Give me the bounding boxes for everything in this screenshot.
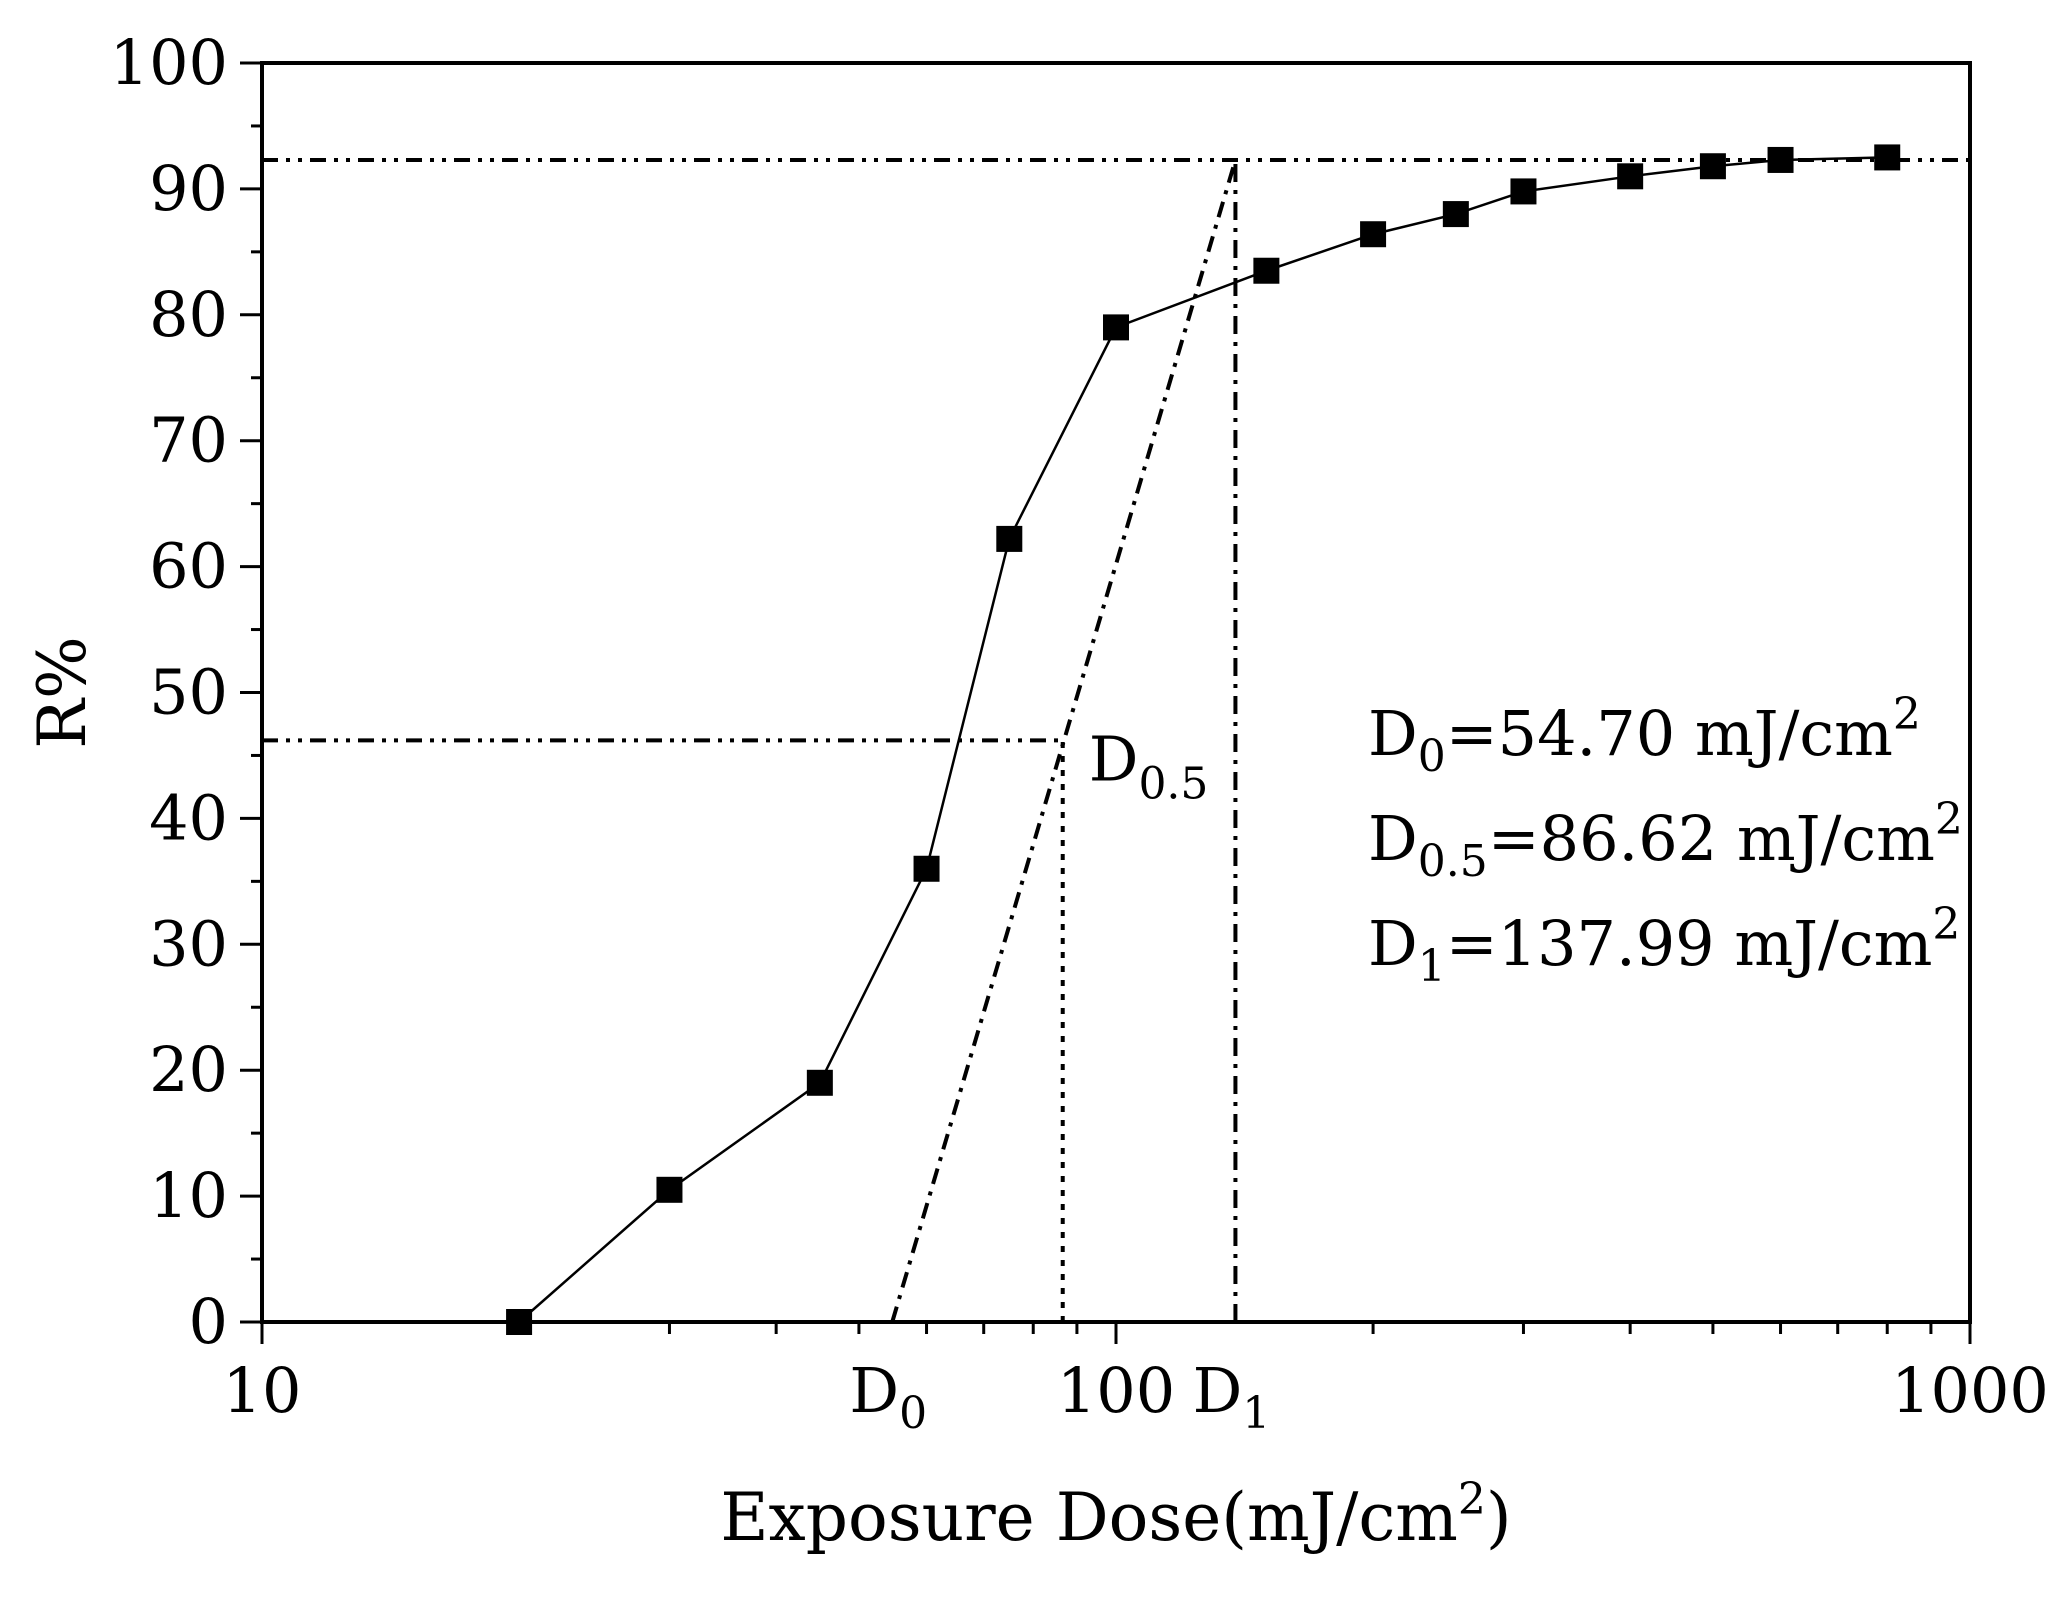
axis-marker-sub: 0: [899, 1388, 927, 1439]
annotation-line: D0.5=86.62 mJ/cm2: [1368, 794, 1963, 887]
x-tick-label: 1000: [1891, 1354, 2049, 1427]
x-tick-label: 10: [223, 1354, 302, 1427]
annotation-line: D0=54.70 mJ/cm2: [1368, 689, 1921, 782]
data-point: [1874, 144, 1901, 171]
x-axis-title-tail: ): [1486, 1479, 1512, 1556]
point-annotation: D0.5: [1089, 722, 1209, 809]
plot-frame: [260, 61, 1972, 1324]
data-point: [1767, 146, 1794, 173]
y-axis-title: R%: [24, 636, 101, 748]
axis-marker-base: D: [1193, 1354, 1243, 1427]
data-point: [506, 1309, 533, 1335]
annotation-line: D1=137.99 mJ/cm2: [1368, 899, 1960, 992]
data-point: [996, 525, 1023, 552]
annotation-sub: 0: [1418, 731, 1446, 782]
annotation-base: D: [1368, 802, 1418, 875]
annotation-sup: 2: [1935, 794, 1963, 845]
data-point: [1253, 257, 1280, 284]
y-tick-label: 80: [149, 278, 228, 351]
y-tick-label: 50: [149, 656, 228, 729]
point-annotation-base: D: [1089, 722, 1139, 795]
y-tick-label: 70: [149, 404, 228, 477]
annotation-sub: 1: [1418, 941, 1446, 992]
annotation-text: =137.99 mJ/cm: [1446, 907, 1933, 980]
annotation-text: =86.62 mJ/cm: [1488, 802, 1935, 875]
y-tick-label: 0: [189, 1285, 228, 1358]
y-tick-label: 60: [149, 530, 228, 603]
tangent-line: [890, 159, 1238, 1323]
data-point: [1103, 314, 1129, 341]
y-tick-label: 30: [149, 907, 228, 980]
data-point: [656, 1176, 683, 1203]
annotation-sup: 2: [1932, 899, 1960, 950]
axis-marker-label: D0: [849, 1354, 927, 1439]
annotation-base: D: [1368, 907, 1418, 980]
data-point: [1510, 178, 1537, 205]
annotation-sub: 0.5: [1418, 836, 1488, 887]
annotation-text: =54.70 mJ/cm: [1446, 697, 1893, 770]
x-tick-label: 100: [1057, 1354, 1175, 1427]
x-axis-title: Exposure Dose(mJ/cm2): [720, 1474, 1511, 1556]
data-point: [1442, 201, 1469, 228]
axis-marker-base: D: [849, 1354, 899, 1427]
x-axis-title-sup: 2: [1458, 1474, 1486, 1525]
x-axis-title-text: Exposure Dose(mJ/cm: [720, 1479, 1458, 1556]
data-point: [913, 855, 940, 882]
annotation-sup: 2: [1893, 689, 1921, 740]
data-point: [1699, 153, 1726, 180]
annotation-base: D: [1368, 697, 1418, 770]
y-tick-label: 20: [149, 1033, 228, 1106]
data-point: [806, 1069, 833, 1096]
axis-marker-sub: 1: [1242, 1388, 1270, 1439]
series-line: [518, 156, 1888, 1323]
y-tick-label: 10: [149, 1159, 228, 1232]
point-annotation-sub: 0.5: [1138, 758, 1208, 809]
data-point: [1617, 163, 1644, 190]
axis-marker-label: D1: [1193, 1354, 1271, 1439]
y-tick-label: 90: [149, 152, 228, 225]
data-point: [1360, 221, 1387, 248]
y-tick-label: 40: [149, 781, 228, 854]
y-tick-label: 100: [110, 26, 228, 99]
